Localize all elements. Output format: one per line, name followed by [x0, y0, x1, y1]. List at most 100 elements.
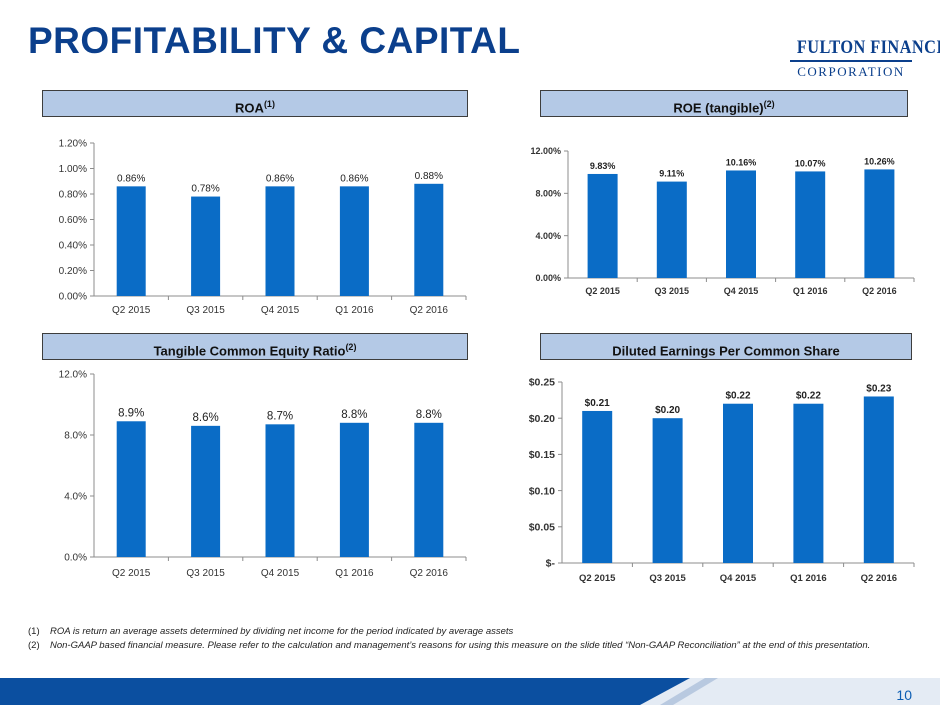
eps-bar: [863, 396, 894, 563]
roa-bar: [339, 186, 369, 296]
roa-y-tick-label: 1.20%: [59, 139, 87, 150]
eps-bar: [652, 418, 683, 563]
roa-bar: [191, 196, 221, 296]
roa-data-label: 0.86%: [340, 173, 368, 184]
tce-bar: [339, 422, 369, 557]
eps-bar: [582, 410, 613, 563]
eps-header-label: Diluted Earnings Per Common Share: [612, 343, 840, 359]
roa-y-tick-label: 0.00%: [59, 292, 87, 303]
tce-header: Tangible Common Equity Ratio(2): [42, 333, 468, 360]
tce-bar: [414, 422, 444, 557]
footnote-1: (1) ROA is return an average assets deter…: [28, 626, 870, 637]
tce-chart: 0.0% 4.0% 8.0% 12.0% 8.9% Q2 2015 8.6% Q3 2015 8…: [59, 370, 467, 579]
roa-y-tick-label: 0.40%: [59, 241, 87, 252]
eps-category-label: Q4 2015: [720, 573, 757, 584]
roa-header-label: ROA: [235, 100, 264, 116]
eps-data-label: $0.22: [725, 391, 750, 402]
roe-bar: [864, 169, 895, 278]
tce-data-label: 8.8%: [341, 409, 367, 421]
eps-category-label: Q3 2015: [649, 573, 686, 584]
page-number: 10: [896, 687, 912, 703]
tce-bar: [116, 421, 146, 557]
eps-y-tick-label: $0.05: [529, 521, 555, 533]
roa-data-label: 0.88%: [415, 171, 443, 182]
roa-category-label: Q3 2015: [186, 305, 225, 316]
tce-category-label: Q2 2015: [112, 568, 151, 579]
roe-category-label: Q4 2015: [724, 286, 759, 296]
eps-y-tick-label: $0.10: [529, 485, 555, 497]
roa-y-tick-label: 0.60%: [59, 215, 87, 226]
roa-data-label: 0.78%: [191, 184, 219, 195]
roa-category-label: Q2 2015: [112, 305, 151, 316]
roe-category-label: Q2 2016: [862, 286, 897, 296]
roe-bar: [726, 170, 756, 278]
eps-data-label: $0.23: [866, 383, 891, 394]
roe-data-label: 10.07%: [795, 158, 826, 168]
company-logo: FULTON FINANCIAL CORPORATION: [788, 37, 940, 79]
roe-data-label: 9.83%: [590, 161, 616, 171]
logo-divider: [790, 60, 912, 62]
roe-y-tick-label: 4.00%: [535, 231, 561, 241]
tce-y-tick-label: 12.0%: [59, 370, 87, 381]
roa-y-tick-label: 0.20%: [59, 266, 87, 277]
footnote-2-num: (2): [28, 640, 40, 651]
tce-y-tick-label: 8.0%: [64, 431, 87, 442]
tce-category-label: Q3 2015: [186, 568, 225, 579]
eps-y-tick-label: $0.25: [529, 377, 555, 389]
logo-line1: FULTON FINANCIAL: [796, 37, 940, 58]
roe-category-label: Q3 2015: [655, 286, 690, 296]
eps-category-label: Q1 2016: [790, 573, 826, 584]
footnote-1-text: ROA is return an average assets determin…: [50, 626, 514, 637]
tce-data-label: 8.8%: [416, 409, 442, 421]
roa-bar: [265, 186, 295, 296]
roe-data-label: 10.16%: [726, 157, 757, 167]
roa-category-label: Q1 2016: [335, 305, 374, 316]
footer-band: [0, 678, 940, 705]
footnote-2: (2) Non-GAAP based financial measure. Ple…: [28, 640, 870, 651]
roa-y-tick-label: 1.00%: [59, 164, 87, 175]
tce-bar: [265, 424, 295, 557]
roa-bar: [414, 183, 444, 296]
page-title: PROFITABILITY & CAPITAL: [28, 20, 521, 61]
roa-header-sup: (1): [263, 99, 275, 109]
tce-data-label: 8.9%: [118, 407, 144, 419]
eps-bar: [793, 403, 824, 563]
roe-category-label: Q2 2015: [585, 286, 620, 296]
roe-y-tick-label: 0.00%: [535, 273, 561, 283]
roe-category-label: Q1 2016: [793, 286, 828, 296]
roe-data-label: 10.26%: [864, 156, 895, 166]
tce-bar: [191, 425, 221, 557]
eps-bar: [723, 403, 753, 563]
eps-data-label: $0.20: [655, 405, 680, 416]
logo-line2: CORPORATION: [797, 64, 905, 79]
eps-chart: $- $0.05 $0.10 $0.15 $0.20 $0.25 $0.21 Q2 2015 $…: [529, 377, 915, 584]
eps-header: Diluted Earnings Per Common Share: [540, 333, 912, 360]
roa-category-label: Q2 2016: [410, 305, 449, 316]
tce-category-label: Q4 2015: [261, 568, 300, 579]
tce-header-sup: (2): [345, 342, 357, 352]
roa-header: ROA(1): [42, 90, 468, 117]
roe-header: ROE (tangible)(2): [540, 90, 908, 117]
eps-y-tick-label: $-: [546, 558, 556, 570]
tce-data-label: 8.6%: [192, 412, 218, 424]
footnote-1-num: (1): [28, 626, 40, 637]
roe-header-label: ROE (tangible): [673, 100, 764, 116]
roa-category-label: Q4 2015: [261, 305, 300, 316]
tce-header-label: Tangible Common Equity Ratio: [153, 343, 346, 359]
roe-data-label: 9.11%: [659, 169, 684, 179]
roe-bar: [656, 181, 687, 278]
roa-data-label: 0.86%: [117, 173, 145, 184]
roe-bar: [795, 171, 826, 278]
tce-category-label: Q1 2016: [335, 568, 374, 579]
roe-y-tick-label: 12.00%: [530, 146, 561, 156]
tce-y-tick-label: 4.0%: [64, 492, 87, 503]
roe-chart: 0.00% 4.00% 8.00% 12.00% 9.83% Q2 2015 9.11% Q3…: [530, 146, 915, 296]
tce-data-label: 8.7%: [267, 410, 293, 422]
eps-data-label: $0.21: [585, 398, 610, 409]
roa-chart: 0.00% 0.20% 0.40% 0.60% 0.80% 1.00% 1.20% 0.86%…: [59, 139, 467, 316]
eps-y-tick-label: $0.15: [529, 449, 555, 461]
tce-y-tick-label: 0.0%: [64, 553, 87, 564]
roe-y-tick-label: 8.00%: [535, 188, 561, 198]
footnote-2-text: Non-GAAP based financial measure. Please…: [50, 640, 871, 651]
roe-header-sup: (2): [763, 99, 775, 109]
